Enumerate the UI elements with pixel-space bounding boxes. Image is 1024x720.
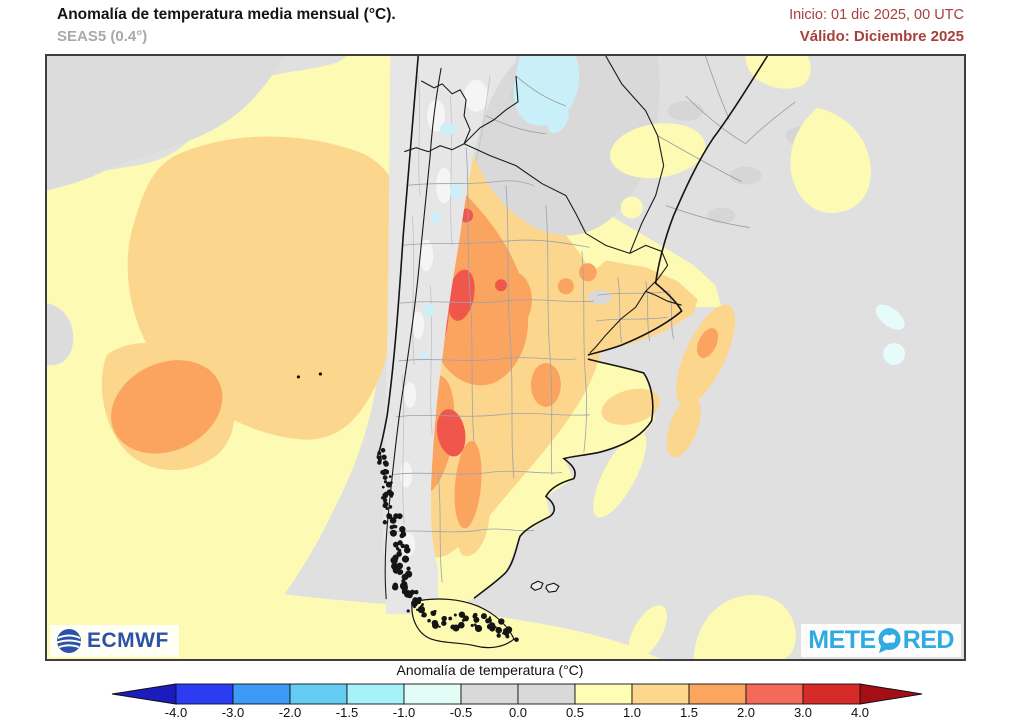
tierra-del-fuego-speckles xyxy=(406,599,519,642)
svg-text:-1.5: -1.5 xyxy=(336,705,358,720)
svg-text:1.5: 1.5 xyxy=(680,705,698,720)
svg-text:-0.5: -0.5 xyxy=(450,705,472,720)
svg-text:-4.0: -4.0 xyxy=(165,705,187,720)
andes-terrain-layer xyxy=(383,56,516,615)
province-borders-layer xyxy=(388,147,675,583)
islands-layer xyxy=(296,372,560,649)
warm-anomaly-layer xyxy=(47,56,735,659)
svg-text:4.0: 4.0 xyxy=(851,705,869,720)
svg-text:-2.0: -2.0 xyxy=(279,705,301,720)
meteored-logo-text-left: METE xyxy=(808,626,876,654)
svg-text:-1.0: -1.0 xyxy=(393,705,415,720)
legend-title: Anomalía de temperatura (°C) xyxy=(396,662,584,678)
page-title: Anomalía de temperatura media mensual (°… xyxy=(57,6,396,23)
meteored-logo-text-right: RED xyxy=(902,626,955,654)
fjord-speckles xyxy=(376,447,422,607)
ecmwf-globe-icon xyxy=(57,629,81,653)
init-time-label: Inicio: 01 dic 2025, 00 UTC xyxy=(789,7,964,23)
svg-text:3.0: 3.0 xyxy=(794,705,812,720)
neutral-gray-layer xyxy=(47,56,826,366)
far-field-warm-patches xyxy=(593,56,871,659)
svg-text:-3.0: -3.0 xyxy=(222,705,244,720)
legend-colorbar-svg: -4.0 -3.0 -2.0 -1.5 -1.0 -0.5 0.0 0.5 1.0 1.5 2.0 3… xyxy=(111,683,923,720)
svg-text:2.0: 2.0 xyxy=(737,705,755,720)
brazil-state-borders xyxy=(485,56,796,228)
anomaly-map-svg xyxy=(47,56,964,659)
ecmwf-logo: ECMWF xyxy=(50,625,179,657)
svg-text:1.0: 1.0 xyxy=(623,705,641,720)
svg-text:0.5: 0.5 xyxy=(566,705,584,720)
anomaly-map: ECMWF METE RED xyxy=(45,54,966,661)
meteored-bubble-icon xyxy=(878,628,901,653)
svg-text:0.0: 0.0 xyxy=(509,705,527,720)
ecmwf-logo-text: ECMWF xyxy=(87,629,169,652)
coastline-layer xyxy=(376,56,769,599)
meteored-logo: METE RED xyxy=(801,624,961,657)
cool-anomaly-layer xyxy=(419,56,906,365)
model-subtitle: SEAS5 (0.4°) xyxy=(57,28,148,45)
valid-time-label: Válido: Diciembre 2025 xyxy=(799,28,964,45)
legend-colorbar: -4.0 -3.0 -2.0 -1.5 -1.0 -0.5 0.0 0.5 1.0 1.5 2.0 3… xyxy=(0,682,1024,720)
